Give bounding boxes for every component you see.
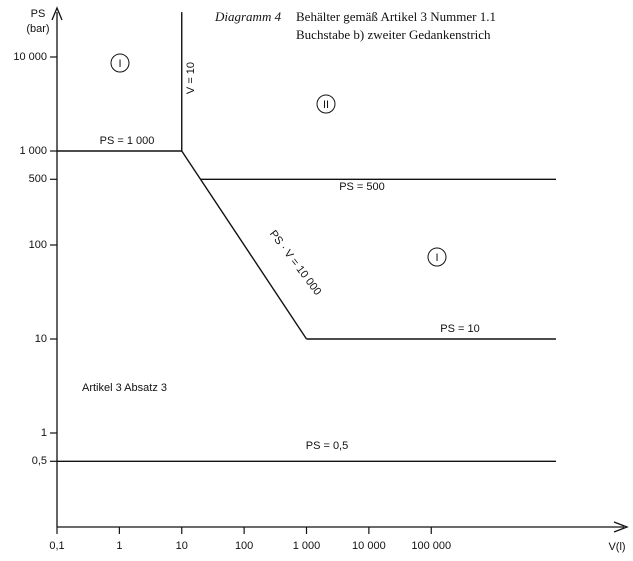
y-label: PS (31, 8, 46, 20)
line-label: V = 10 (185, 62, 197, 94)
y-tick-label: 500 (29, 173, 47, 185)
x-tick-label: 1 000 (293, 540, 321, 552)
axes (51, 6, 629, 533)
region-label: I (118, 58, 121, 70)
series-line (181, 150, 308, 340)
x-tick-label: 10 (176, 540, 188, 552)
x-tick-label: 100 (235, 540, 253, 552)
y-tick-label: 10 (35, 333, 47, 345)
region-label: II (323, 99, 329, 111)
line-label: PS = 500 (339, 181, 385, 193)
line-label: PS = 10 (440, 323, 479, 335)
region-marker (427, 247, 447, 267)
x-label: V(l) (608, 541, 625, 553)
y-arrow (51, 6, 63, 21)
y-tick-label: 1 000 (19, 145, 47, 157)
y-tick-label: 10 000 (13, 51, 47, 63)
y-tick-label: 100 (29, 239, 47, 251)
y-tick-label: 1 (41, 427, 47, 439)
line-label: PS · V = 10 000 (267, 228, 324, 297)
region-marker (110, 53, 130, 73)
x-arrow (613, 521, 629, 533)
line-label: PS = 0,5 (306, 440, 349, 452)
chart-title: Diagramm 4 (214, 9, 282, 24)
x-tick-label: 100 000 (411, 540, 451, 552)
x-tick-label: 1 (116, 540, 122, 552)
region-marker (316, 94, 336, 114)
annotation: Artikel 3 Absatz 3 (82, 382, 167, 394)
x-tick-label: 0,1 (49, 540, 64, 552)
region-label: I (435, 252, 438, 264)
line-label: PS = 1 000 (100, 135, 155, 147)
chart-subtitle: Buchstabe b) zweiter Gedankenstrich (296, 27, 491, 42)
y-label: (bar) (26, 23, 49, 35)
x-tick-label: 10 000 (352, 540, 386, 552)
chart-subtitle: Behälter gemäß Artikel 3 Nummer 1.1 (296, 9, 496, 24)
y-tick-label: 0,5 (32, 455, 47, 467)
